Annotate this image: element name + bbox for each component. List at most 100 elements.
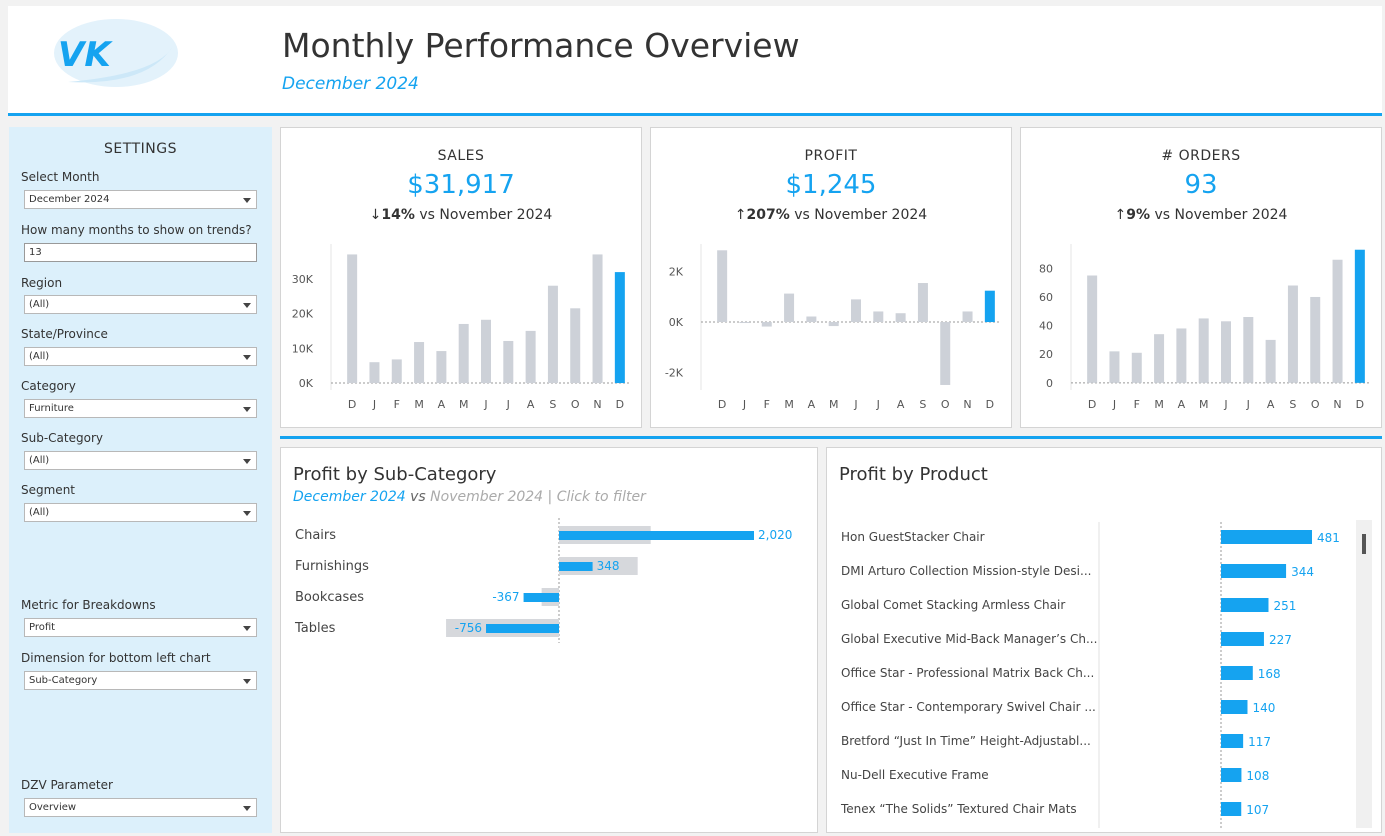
kpi-card-sales[interactable]: SALES $31,917 ↓14% vs November 2024 30K 2… <box>280 127 642 428</box>
x-tick-label: J <box>853 398 857 411</box>
kpi-delta-pct: 207% <box>746 207 790 223</box>
product-bar-chart[interactable]: Hon GuestStacker Chair 481 DMI Arturo Coll… <box>827 518 1381 828</box>
product-bar <box>1221 700 1248 714</box>
y-tick-label: 0K <box>299 377 314 390</box>
y-tick-label: 80 <box>1039 262 1053 275</box>
trend-bar <box>851 299 861 323</box>
chevron-down-icon <box>243 459 251 464</box>
trend-bar <box>1243 317 1254 383</box>
trend-bar <box>547 285 558 384</box>
trend-bar <box>1332 259 1343 383</box>
trend-bar <box>414 342 425 384</box>
x-tick-label: M <box>829 398 839 411</box>
product-bar <box>1221 598 1269 612</box>
kpi-delta-comparison: vs November 2024 <box>789 207 928 223</box>
segment-dropdown[interactable]: (All) <box>24 503 257 522</box>
product-label: Office Star - Professional Matrix Back C… <box>841 666 1094 680</box>
category-dropdown[interactable]: Furniture <box>24 399 257 418</box>
trend-bar <box>962 311 973 323</box>
data-label: 2,020 <box>758 528 792 542</box>
x-tick-label: S <box>919 398 926 411</box>
metric-breakdowns-dropdown[interactable]: Profit <box>24 618 257 637</box>
x-tick-label: N <box>1333 398 1341 411</box>
x-tick-label: O <box>1311 398 1320 411</box>
current-period: December 2024 <box>293 489 406 505</box>
state-province-dropdown[interactable]: (All) <box>24 347 257 366</box>
x-tick-label: A <box>1267 398 1275 411</box>
dzv-parameter-label: DZV Parameter <box>21 778 113 792</box>
svg-text:VK: VK <box>58 35 113 75</box>
kpi-delta-pct: 9% <box>1126 207 1151 223</box>
x-tick-label: N <box>963 398 971 411</box>
chevron-down-icon <box>243 679 251 684</box>
trend-bar <box>614 272 625 384</box>
dimension-bottom-left-value: Sub-Category <box>29 675 98 686</box>
data-label: 251 <box>1273 599 1296 613</box>
select-month-dropdown[interactable]: December 2024 <box>24 190 257 209</box>
chevron-down-icon <box>243 806 251 811</box>
x-tick-label: F <box>394 398 400 411</box>
trend-bar <box>873 311 884 323</box>
chevron-down-icon <box>243 355 251 360</box>
x-tick-label: A <box>897 398 905 411</box>
data-label: 481 <box>1317 531 1340 545</box>
y-tick-label: -2K <box>665 366 684 379</box>
x-tick-label: S <box>549 398 556 411</box>
panel-title: Profit by Product <box>839 464 988 485</box>
dimension-bottom-left-dropdown[interactable]: Sub-Category <box>24 671 257 690</box>
trend-bar <box>1198 318 1209 383</box>
kpi-card-orders[interactable]: # ORDERS 93 ↑9% vs November 2024 80 60 40 2… <box>1020 127 1382 428</box>
x-tick-label: D <box>1088 398 1096 411</box>
data-label: 227 <box>1269 633 1292 647</box>
state-province-value: (All) <box>29 351 50 362</box>
months-to-show-label: How many months to show on trends? <box>21 223 252 237</box>
kpi-value: $1,245 <box>785 170 877 200</box>
y-tick-label: 40 <box>1039 320 1053 333</box>
dzv-parameter-dropdown[interactable]: Overview <box>24 798 257 817</box>
dzv-parameter-value: Overview <box>29 802 77 813</box>
x-tick-label: J <box>876 398 880 411</box>
months-to-show-input[interactable]: 13 <box>24 243 257 262</box>
trend-bar <box>458 323 469 384</box>
settings-panel: SETTINGS Select Month December 2024 How … <box>9 127 272 833</box>
trend-bar <box>761 322 772 327</box>
current-period-bar <box>559 531 754 540</box>
trend-bar <box>1176 328 1187 383</box>
category-label: Furnishings <box>295 559 369 574</box>
subcategory-bar-chart[interactable]: Chairs 2,020 Furnishings 348 Bookcases -367 Ta… <box>281 518 817 648</box>
trend-bar <box>1131 352 1142 383</box>
trend-bar <box>895 313 906 323</box>
y-tick-label: 2K <box>669 266 684 279</box>
region-dropdown[interactable]: (All) <box>24 295 257 314</box>
kpi-value: $31,917 <box>407 170 515 200</box>
y-tick-label: 60 <box>1039 291 1053 304</box>
product-label: DMI Arturo Collection Mission-style Desi… <box>841 564 1091 578</box>
down-arrow-icon: ↓ <box>369 207 382 223</box>
kpi-label: PROFIT <box>804 148 858 164</box>
vk-logo: VK <box>54 19 178 87</box>
trend-bar <box>525 330 536 384</box>
x-tick-label: O <box>941 398 950 411</box>
profit-by-subcategory-panel: Profit by Sub-Category December 2024 vs … <box>280 447 818 833</box>
x-tick-label: S <box>1289 398 1296 411</box>
x-tick-label: A <box>527 398 535 411</box>
trend-bar <box>1265 339 1276 383</box>
data-label: 108 <box>1246 769 1269 783</box>
category-label: Category <box>21 379 76 393</box>
trend-bar <box>481 319 491 384</box>
kpi-card-profit[interactable]: PROFIT $1,245 ↑207% vs November 2024 2K 0… <box>650 127 1012 428</box>
trend-bar <box>1310 296 1321 383</box>
product-bar <box>1221 666 1253 680</box>
product-label: Bretford “Just In Time” Height-Adjustabl… <box>841 734 1091 748</box>
x-tick-label: J <box>1246 398 1250 411</box>
x-tick-label: D <box>986 398 994 411</box>
x-tick-label: M <box>784 398 794 411</box>
dimension-bottom-left-label: Dimension for bottom left chart <box>21 651 211 665</box>
data-label: 348 <box>597 559 620 573</box>
sub-category-dropdown[interactable]: (All) <box>24 451 257 470</box>
kpi-label: # ORDERS <box>1161 148 1241 164</box>
scrollbar-thumb <box>1362 534 1366 554</box>
